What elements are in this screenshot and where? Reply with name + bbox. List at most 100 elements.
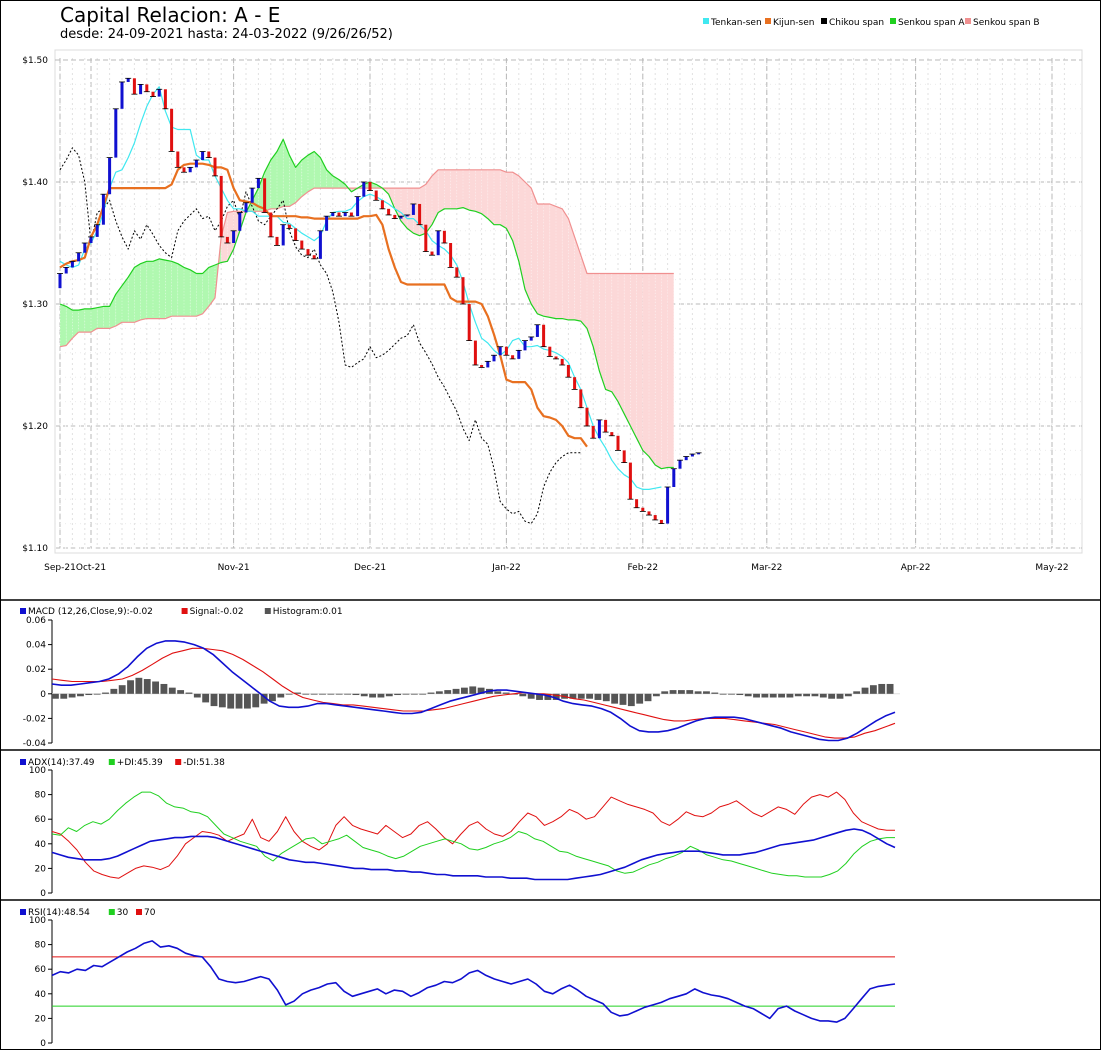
candle [616, 435, 620, 451]
candle [418, 203, 422, 225]
histogram-bar [294, 692, 301, 694]
legend-label: RSI(14):48.54 [28, 908, 90, 918]
candle [163, 89, 167, 109]
x-tick-label: May-22 [1035, 563, 1068, 573]
histogram-bar [544, 693, 552, 700]
histogram-bar [619, 693, 627, 705]
histogram-bar [385, 693, 393, 697]
histogram-bar [786, 693, 794, 698]
cloud-segment [649, 273, 656, 466]
cloud-segment [444, 169, 451, 209]
histogram-bar [218, 693, 226, 708]
legend-swatch [890, 18, 896, 24]
cloud-segment [463, 169, 470, 211]
cloud-segment [227, 211, 234, 262]
histogram-bar [319, 693, 326, 695]
cloud-segment [165, 260, 172, 319]
candle [95, 224, 99, 237]
y-tick-label: 100 [29, 916, 46, 926]
histogram-bar [394, 693, 402, 696]
price-panel: Sep-21 Oct-21 Nov-21 Dec-21 Jan-22 Feb-22 Mar-… [22, 18, 1083, 573]
x-tick-label: Dec-21 [354, 563, 386, 573]
candle [591, 426, 595, 439]
histogram-bar [536, 693, 543, 700]
candle [697, 452, 701, 455]
candle [77, 252, 81, 262]
histogram-bar [68, 693, 76, 698]
cloud-segment [103, 306, 110, 329]
legend-swatch [765, 18, 771, 24]
cloud-segment [134, 263, 141, 323]
x-tick-label: Sep-21 [44, 563, 76, 573]
histogram-bar [177, 690, 185, 694]
histogram-bar [402, 693, 410, 695]
cloud-segment [401, 188, 408, 229]
histogram-bar [110, 688, 118, 694]
y-tick-label: 20 [35, 1014, 47, 1024]
cloud-segment [419, 184, 426, 236]
cloud-segment [283, 139, 290, 207]
candle [300, 240, 304, 250]
candle [517, 350, 521, 359]
candle [449, 243, 453, 268]
cloud-segment [184, 267, 191, 317]
histogram-bar [277, 693, 285, 698]
histogram-bar [719, 693, 727, 695]
y-tick-label: 40 [35, 990, 47, 1000]
cloud-segment [593, 273, 600, 372]
candle [374, 190, 378, 201]
histogram-bar [85, 693, 93, 696]
candle [653, 515, 657, 520]
legend-swatch [20, 608, 26, 614]
y-tick-label: 0.06 [26, 616, 46, 626]
histogram-bar [60, 693, 68, 699]
legend-label: ADX(14):37.49 [28, 758, 95, 768]
cloud-segment [78, 308, 85, 333]
y-tick-label: 0.04 [26, 641, 46, 651]
histogram-bar [677, 690, 685, 694]
cloud-segment [494, 169, 501, 225]
histogram-bar [352, 693, 360, 696]
candle [628, 462, 632, 500]
plus-di-line [51, 791, 895, 878]
histogram-bar [452, 688, 460, 694]
y-tick-label: -0.04 [23, 739, 47, 749]
cloud-segment [636, 273, 643, 451]
senkou-span-a-line [59, 138, 674, 470]
candle [120, 81, 124, 109]
histogram-bar [711, 692, 719, 694]
histogram-bar [235, 693, 243, 709]
histogram-bar [335, 693, 343, 695]
cloud-segment [549, 203, 556, 319]
histogram-bar [736, 693, 744, 696]
cloud-segment [60, 304, 67, 347]
candle [579, 389, 583, 408]
histogram-bar [703, 691, 710, 694]
cloud-segment [221, 212, 228, 263]
cloud-segment [84, 308, 91, 333]
histogram-bar [577, 693, 585, 699]
histogram-bar [419, 693, 427, 695]
cloud-segment [667, 273, 674, 468]
legend-label: -DI:51.38 [183, 758, 225, 768]
legend-swatch [965, 18, 971, 24]
candle [281, 224, 285, 246]
histogram-bar [344, 693, 351, 695]
cloud-segment [556, 206, 563, 319]
candle [597, 419, 601, 439]
cloud-segment [450, 169, 457, 209]
x-tick-label: Apr-22 [901, 563, 931, 573]
histogram-bar [135, 677, 143, 694]
histogram-bar [744, 693, 752, 697]
histogram-bar [878, 683, 886, 694]
cloud-segment [66, 306, 73, 346]
candle [194, 160, 198, 168]
cloud-segment [320, 157, 327, 189]
histogram-bar [552, 693, 560, 700]
y-tick-label: $1.30 [22, 300, 48, 310]
candle [294, 228, 298, 241]
legend-label: Kijun-sen [773, 18, 815, 28]
candle [356, 196, 360, 217]
histogram-bar [686, 690, 694, 694]
